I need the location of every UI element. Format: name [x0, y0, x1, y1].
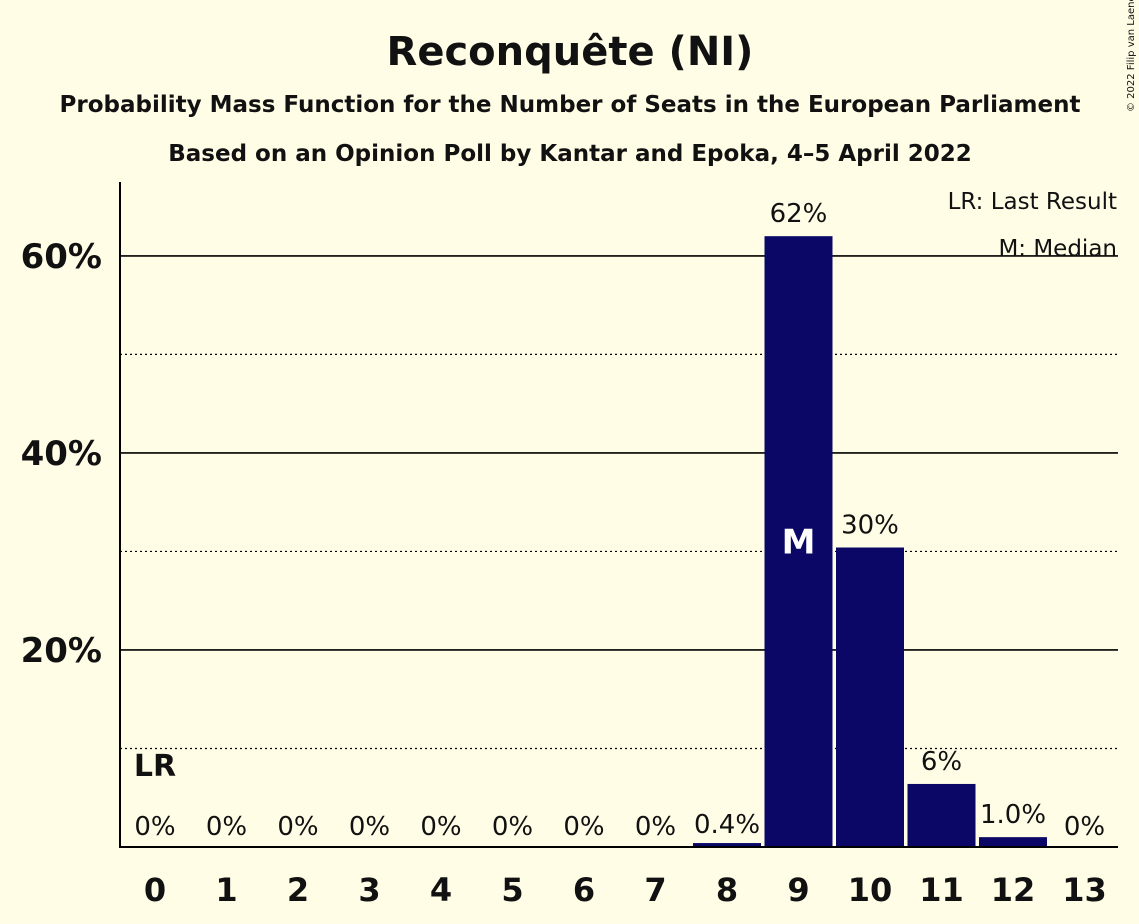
bar	[979, 837, 1047, 847]
x-tick-label: 10	[848, 871, 893, 909]
chart-subtitle: Probability Mass Function for the Number…	[60, 92, 1081, 118]
data-label: 0%	[492, 812, 533, 842]
x-tick-label: 3	[358, 871, 380, 909]
legend-median: M: Median	[998, 236, 1117, 262]
data-label: 0%	[206, 812, 247, 842]
data-label: 0%	[420, 812, 461, 842]
y-tick-label: 60%	[21, 237, 102, 277]
data-label: 62%	[770, 199, 828, 229]
x-tick-labels: 0 1 2 3 4 5 6 7 8 9 10 11 12 13	[144, 871, 1107, 909]
bar	[907, 783, 976, 847]
x-tick-label: 8	[716, 871, 738, 909]
chart-subtitle-poll: Based on an Opinion Poll by Kantar and E…	[168, 141, 972, 167]
y-tick-label: 20%	[21, 631, 102, 671]
copyright-text: © 2022 Filip van Laenen	[1126, 0, 1137, 112]
bar	[836, 547, 904, 847]
x-tick-label: 9	[787, 871, 809, 909]
x-tick-label: 13	[1062, 871, 1107, 909]
x-tick-label: 1	[215, 871, 237, 909]
x-tick-label: 5	[501, 871, 523, 909]
data-label: 1.0%	[980, 800, 1046, 830]
y-tick-labels: 20% 40% 60%	[21, 237, 102, 671]
data-label: 0%	[277, 812, 318, 842]
data-label: 0%	[349, 812, 390, 842]
data-labels: 0% 0% 0% 0% 0% 0% 0% 0% 0.4% 62% 30% 6% 1.0% 0% M LR	[134, 199, 1105, 842]
last-result-marker: LR	[134, 749, 176, 784]
legend-last-result: LR: Last Result	[948, 189, 1117, 215]
x-tick-label: 7	[644, 871, 666, 909]
bar	[693, 843, 761, 847]
data-label: 0%	[134, 812, 175, 842]
data-label: 0%	[635, 812, 676, 842]
data-label: 30%	[841, 511, 899, 541]
data-label: 0%	[1064, 812, 1105, 842]
x-tick-label: 12	[991, 871, 1036, 909]
x-tick-label: 0	[144, 871, 166, 909]
y-tick-label: 40%	[21, 434, 102, 474]
chart-title: Reconquête (NI)	[387, 29, 754, 75]
x-tick-label: 11	[919, 871, 964, 909]
data-label: 0.4%	[694, 810, 760, 840]
bar	[764, 236, 833, 847]
bars	[693, 236, 1047, 847]
median-marker: M	[782, 523, 816, 563]
gridlines	[120, 255, 1118, 750]
x-tick-label: 6	[573, 871, 595, 909]
x-tick-label: 2	[287, 871, 309, 909]
data-label: 6%	[921, 747, 962, 777]
data-label: 0%	[563, 812, 604, 842]
x-tick-label: 4	[430, 871, 452, 909]
